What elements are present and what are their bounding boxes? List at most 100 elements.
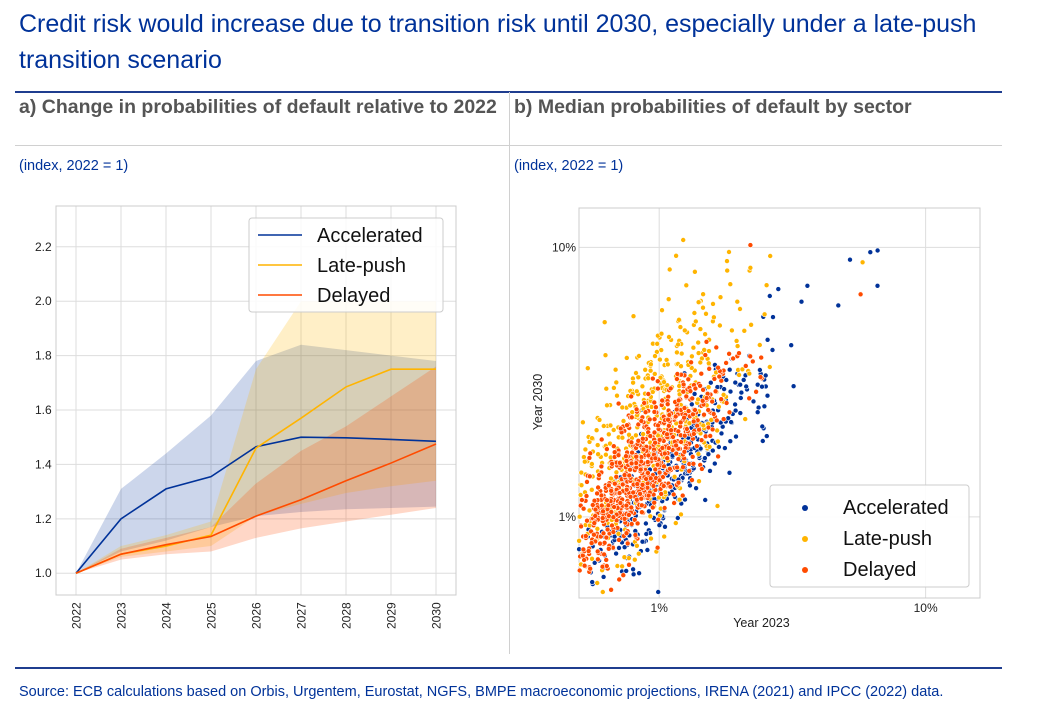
scatter-point [692,268,698,275]
scatter-point [603,557,610,563]
scatter-point [666,412,673,418]
scatter-point [754,409,761,416]
scatter-point [680,388,687,395]
scatter-point [766,293,773,299]
scatter-point [630,313,637,320]
scatter-point [623,453,629,460]
scatter-point [617,425,624,432]
scatter-point [626,561,632,568]
scatter-point [603,451,609,458]
scatter-point [874,247,881,254]
scatter-point [681,448,688,455]
scatter-point [593,427,600,434]
scatter-point [578,523,584,530]
scatter-point [741,327,748,334]
scatter-point [665,296,672,303]
scatter-point [615,452,622,459]
scatter-point [586,507,593,514]
x-tick-label: 1% [651,601,669,615]
scatter-point [671,473,678,480]
scatter-point [661,505,668,511]
scatter-point [681,432,688,439]
scatter-point [626,472,633,479]
scatter-point [739,366,746,373]
scatter-point [691,391,698,397]
scatter-point [578,482,585,489]
scatter-point [588,486,595,493]
plot-frame [578,207,981,599]
scatter-point [678,511,684,518]
scatter-point [680,464,686,471]
scatter-point [732,401,738,408]
scatter-point [655,516,662,523]
scatter-point [643,476,649,482]
scatter-point [705,360,712,367]
scatter-point [661,450,668,457]
scatter-point [616,545,622,551]
legend: Accelerated Late-push Delayed [769,484,970,588]
scatter-point [635,550,642,557]
scatter-point [733,433,739,440]
scatter-point [639,538,646,545]
scatter-point [700,304,706,311]
scatter-point [723,377,730,383]
scatter-point [638,495,645,502]
scatter-point [757,374,764,380]
scatter-point [621,554,628,561]
scatter-point [687,388,694,395]
scatter-point [689,477,695,483]
scatter-point [874,282,881,289]
scatter-point [749,358,756,365]
scatter-point [685,376,692,383]
x-tick-label: 2025 [205,602,219,629]
scatter-point [670,491,677,498]
scatter-point [718,430,725,437]
scatter-point [623,530,630,537]
y-tick-label: 1.8 [35,349,52,363]
scatter-point [639,435,646,442]
scatter-point [594,490,600,497]
scatter-point [627,466,633,473]
scatter-point [626,555,632,561]
scatter-point [690,460,697,467]
scatter-point [596,417,603,423]
scatter-point [713,344,720,351]
scatter-point [634,481,641,487]
scatter-point [726,350,732,357]
scatter-point [769,347,776,353]
scatter-point [697,359,704,366]
scatter-point [681,327,688,334]
scatter-point [722,445,728,451]
scatter-point [603,385,610,392]
scatter-point [756,342,763,348]
legend-box [248,217,444,313]
scatter-point [720,391,727,398]
scatter-point [587,450,594,457]
scatter-point [730,355,736,362]
scatter-point [620,572,627,579]
panel-a-subtitle: (index, 2022 = 1) [19,158,129,174]
scatter-point [631,556,638,563]
scatter-point [637,466,644,473]
x-axis-label: Year 2023 [733,616,790,630]
scatter-point [611,385,617,391]
plot-frame [55,205,457,596]
scatter-point [705,451,712,458]
scatter-point [702,352,709,358]
x-tick-label: 2024 [160,602,174,629]
scatter-point [654,340,661,347]
scatter-point [717,322,723,329]
scatter-point [588,540,595,546]
scatter-point [652,455,659,462]
scatter-point [698,437,705,444]
scatter-point [675,397,682,404]
scatter-point [700,422,707,429]
scatter-point [655,589,662,595]
scatter-point [659,397,666,404]
scatter-point [766,364,773,370]
scatter-point [604,526,611,533]
scatter-point [645,452,652,459]
scatter-point [666,334,672,340]
scatter-point [695,350,702,356]
y-axis-label: Year 2030 [531,374,545,431]
